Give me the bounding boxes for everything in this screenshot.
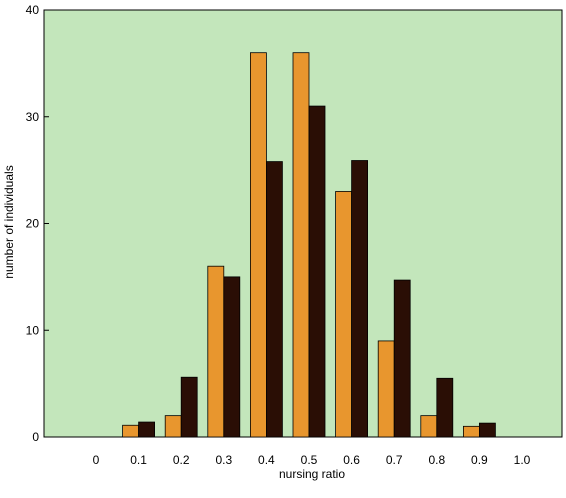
y-tick-label: 10 — [26, 323, 40, 337]
x-tick-label: 0.5 — [301, 453, 318, 467]
bar-series1-0.6 — [335, 191, 353, 438]
x-tick-label: 1.0 — [514, 453, 531, 467]
bar-series2-0.8 — [436, 377, 454, 438]
y-tick-label: 30 — [26, 110, 40, 124]
bar-series1-0.1 — [122, 424, 139, 438]
x-tick-label: 0 — [93, 453, 100, 467]
x-tick-label: 0.1 — [130, 453, 147, 467]
x-tick-label: 0.6 — [343, 453, 360, 467]
bar-series2-0.4 — [265, 161, 283, 438]
y-tick-label: 40 — [26, 3, 40, 17]
bar-series2-0.1 — [138, 421, 156, 438]
x-tick-label: 0.2 — [173, 453, 190, 467]
x-axis: 0 0.1 0.2 0.3 0.4 0.5 0.6 0.7 0.8 0.9 1.0 — [93, 453, 531, 467]
x-tick-label: 0.9 — [471, 453, 488, 467]
bar-series1-0.3 — [207, 265, 225, 438]
bar-series1-0.5 — [292, 52, 310, 438]
x-tick-label: 0.3 — [215, 453, 232, 467]
y-axis: 0 10 20 30 40 — [26, 3, 49, 444]
bar-series2-0.9 — [478, 422, 496, 438]
bar-series2-0.2 — [180, 376, 198, 438]
bar-series1-0.2 — [164, 415, 182, 438]
bar-series1-0.9 — [462, 425, 480, 438]
y-axis-label: number of individuals — [2, 165, 16, 278]
x-tick-label: 0.7 — [386, 453, 403, 467]
bar-series1-0.7 — [377, 340, 395, 438]
x-tick-label: 0.8 — [428, 453, 445, 467]
bar-series1-0.8 — [420, 415, 438, 438]
bar-series2-0.6 — [351, 160, 369, 438]
y-tick-label: 20 — [26, 217, 40, 231]
bar-series2-0.5 — [308, 105, 326, 438]
bar-series2-0.7 — [393, 279, 411, 438]
bar-series2-0.3 — [223, 276, 241, 438]
bars — [122, 52, 496, 438]
x-axis-label: nursing ratio — [279, 467, 345, 481]
x-tick-label: 0.4 — [258, 453, 275, 467]
y-tick-label: 0 — [32, 430, 39, 444]
bar-series1-0.4 — [249, 52, 267, 438]
